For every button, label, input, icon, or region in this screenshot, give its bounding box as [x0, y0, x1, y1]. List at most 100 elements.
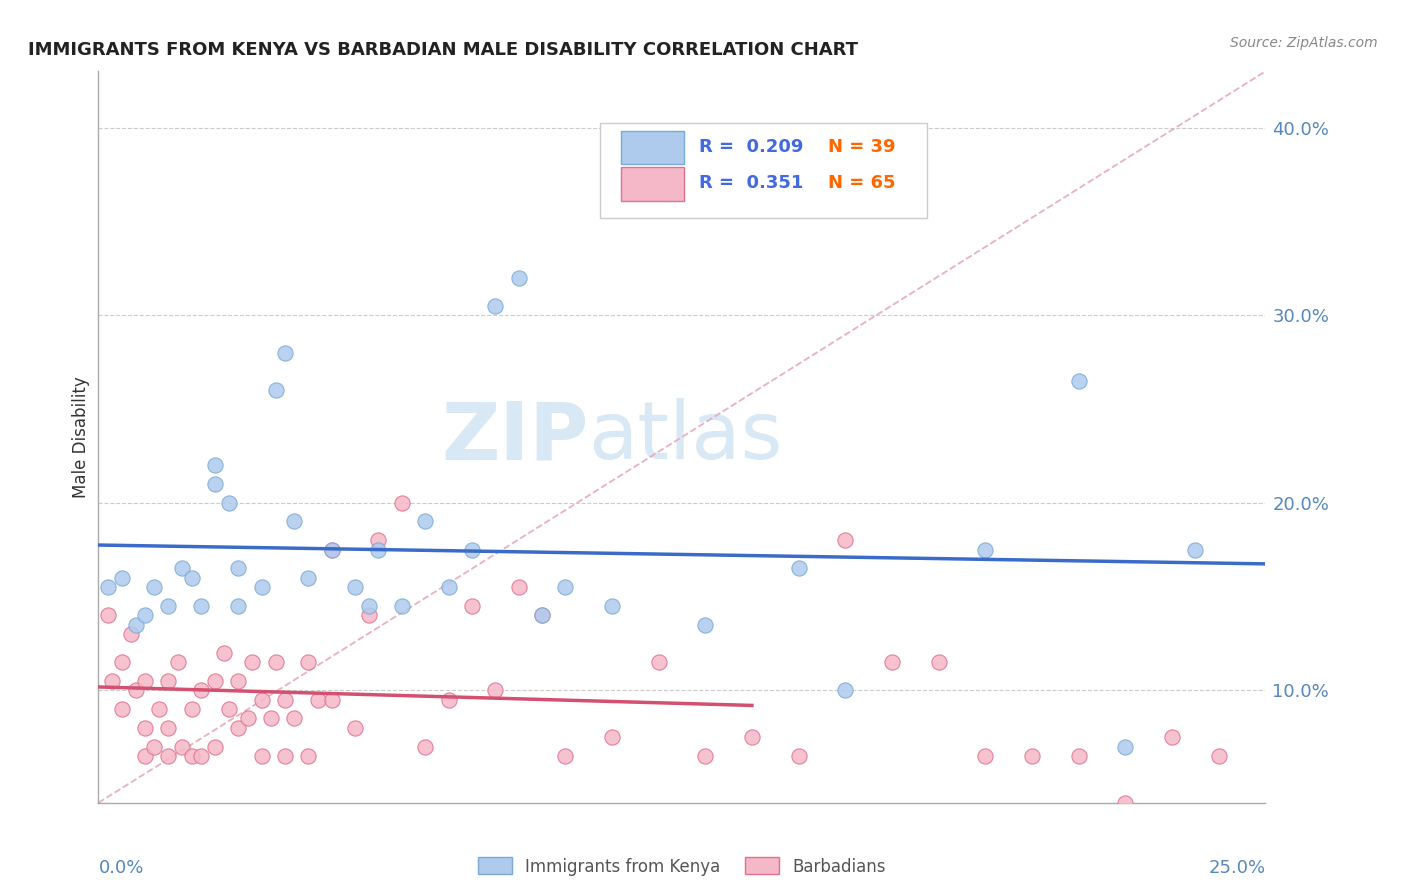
Point	[695, 617, 717, 632]
Text: ZIP: ZIP	[441, 398, 589, 476]
Point	[1021, 748, 1043, 763]
Point	[297, 655, 319, 669]
Point	[321, 542, 343, 557]
Point	[554, 580, 576, 594]
Point	[741, 730, 763, 744]
Point	[172, 561, 194, 575]
Point	[413, 515, 436, 529]
Point	[367, 542, 389, 557]
Point	[391, 599, 413, 613]
Text: R =  0.351: R = 0.351	[699, 174, 804, 193]
Point	[974, 748, 997, 763]
Point	[134, 608, 156, 623]
Point	[111, 655, 134, 669]
Point	[928, 655, 950, 669]
Point	[461, 599, 484, 613]
Text: R =  0.209: R = 0.209	[699, 137, 804, 156]
Point	[307, 692, 329, 706]
Point	[530, 608, 553, 623]
Point	[880, 655, 903, 669]
Point	[143, 580, 166, 594]
Text: N = 39: N = 39	[828, 137, 896, 156]
Point	[143, 739, 166, 754]
Point	[180, 702, 202, 716]
Point	[508, 580, 530, 594]
Point	[344, 580, 367, 594]
Point	[190, 683, 212, 698]
Point	[461, 542, 484, 557]
Point	[834, 533, 856, 548]
Point	[600, 730, 623, 744]
Point	[250, 692, 273, 706]
Point	[321, 692, 343, 706]
Point	[974, 542, 997, 557]
Point	[157, 673, 180, 688]
Point	[695, 748, 717, 763]
Text: Source: ZipAtlas.com: Source: ZipAtlas.com	[1230, 36, 1378, 50]
Point	[283, 711, 305, 725]
Point	[484, 299, 506, 313]
Point	[134, 673, 156, 688]
Point	[125, 617, 148, 632]
Point	[97, 580, 120, 594]
Point	[264, 655, 287, 669]
Point	[1184, 542, 1206, 557]
Point	[283, 515, 305, 529]
Point	[297, 571, 319, 585]
Point	[134, 721, 156, 735]
Point	[508, 270, 530, 285]
Point	[1114, 796, 1136, 810]
Point	[111, 702, 134, 716]
Point	[1161, 730, 1184, 744]
Point	[101, 673, 124, 688]
Y-axis label: Male Disability: Male Disability	[72, 376, 90, 498]
Point	[180, 748, 202, 763]
Point	[157, 599, 180, 613]
Point	[228, 599, 250, 613]
Text: N = 65: N = 65	[828, 174, 896, 193]
Point	[157, 748, 180, 763]
Point	[180, 571, 202, 585]
Point	[344, 721, 367, 735]
FancyBboxPatch shape	[621, 130, 685, 164]
Point	[359, 608, 381, 623]
Point	[204, 458, 226, 473]
Point	[297, 748, 319, 763]
Legend: Immigrants from Kenya, Barbadians: Immigrants from Kenya, Barbadians	[471, 851, 893, 882]
Point	[148, 702, 170, 716]
Point	[437, 692, 460, 706]
Point	[166, 655, 188, 669]
Point	[236, 711, 259, 725]
Point	[111, 571, 134, 585]
Point	[218, 702, 240, 716]
Point	[228, 561, 250, 575]
Point	[484, 683, 506, 698]
Point	[125, 683, 148, 698]
Point	[391, 496, 413, 510]
FancyBboxPatch shape	[621, 167, 685, 201]
Point	[134, 748, 156, 763]
Point	[190, 748, 212, 763]
Point	[120, 627, 142, 641]
Point	[554, 748, 576, 763]
Point	[367, 533, 389, 548]
Point	[228, 673, 250, 688]
Point	[600, 599, 623, 613]
Point	[530, 608, 553, 623]
Point	[321, 542, 343, 557]
Point	[1067, 748, 1090, 763]
Point	[204, 739, 226, 754]
Text: 0.0%: 0.0%	[98, 859, 143, 877]
Point	[359, 599, 381, 613]
Point	[97, 608, 120, 623]
Point	[413, 739, 436, 754]
Point	[787, 748, 810, 763]
Point	[1114, 739, 1136, 754]
Point	[204, 673, 226, 688]
Point	[250, 580, 273, 594]
Point	[787, 561, 810, 575]
Point	[228, 721, 250, 735]
Point	[204, 477, 226, 491]
Point	[834, 683, 856, 698]
Point	[647, 655, 669, 669]
